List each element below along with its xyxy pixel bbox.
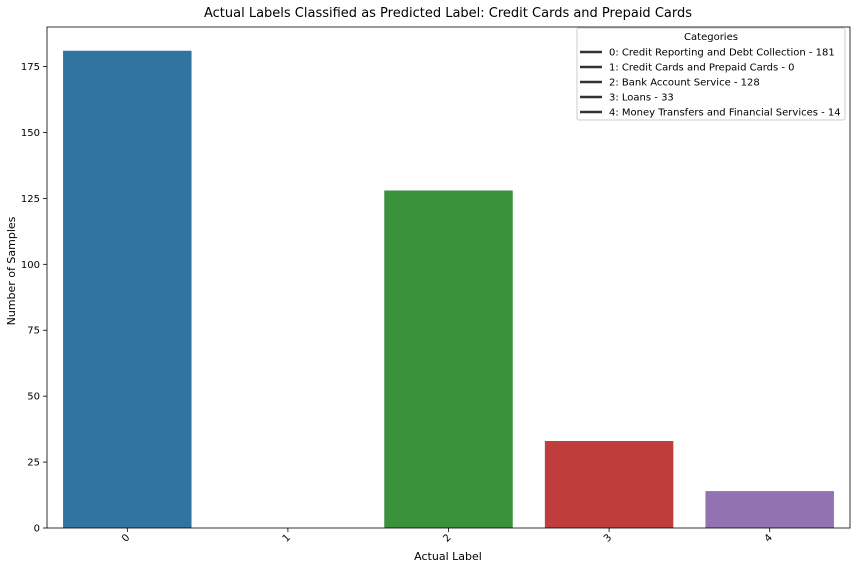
bar-3 xyxy=(544,440,674,528)
y-axis-label: Number of Samples xyxy=(5,216,18,325)
legend-title: Categories xyxy=(684,32,738,43)
legend: Categories 0: Credit Reporting and Debt C… xyxy=(576,27,846,121)
bar-4 xyxy=(705,491,834,528)
chart-title: Actual Labels Classified as Predicted La… xyxy=(204,6,692,21)
y-tick-label: 175 xyxy=(21,62,40,73)
y-tick-label: 25 xyxy=(27,458,40,469)
x-tick-label: 0 xyxy=(120,532,132,544)
y-tick-label: 75 xyxy=(27,326,40,337)
legend-box xyxy=(576,27,846,121)
y-tick-label: 50 xyxy=(27,392,40,403)
y-tick-label: 125 xyxy=(21,194,40,205)
axes-frame xyxy=(46,26,851,529)
y-tick-label: 0 xyxy=(34,524,40,535)
legend-entry: 2: Bank Account Service - 128 xyxy=(609,78,760,89)
y-tick-label: 100 xyxy=(21,260,40,271)
legend-entry: 0: Credit Reporting and Debt Collection … xyxy=(609,48,835,59)
bar-2 xyxy=(384,190,513,529)
x-axis-label: Actual Label xyxy=(414,550,482,563)
plot-area: 0 25 50 75 100 125 150 175 0 1 2 3 4 xyxy=(21,26,851,545)
x-tick-label: 2 xyxy=(441,532,453,544)
x-tick-label: 1 xyxy=(281,532,293,544)
bar-0 xyxy=(63,50,192,529)
x-tick-label: 4 xyxy=(763,532,775,544)
legend-entry: 3: Loans - 33 xyxy=(609,93,674,104)
y-tick-label: 150 xyxy=(21,128,40,139)
x-tick-label: 3 xyxy=(602,532,614,544)
legend-entry: 4: Money Transfers and Financial Service… xyxy=(609,108,841,119)
legend-entry: 1: Credit Cards and Prepaid Cards - 0 xyxy=(609,63,795,74)
